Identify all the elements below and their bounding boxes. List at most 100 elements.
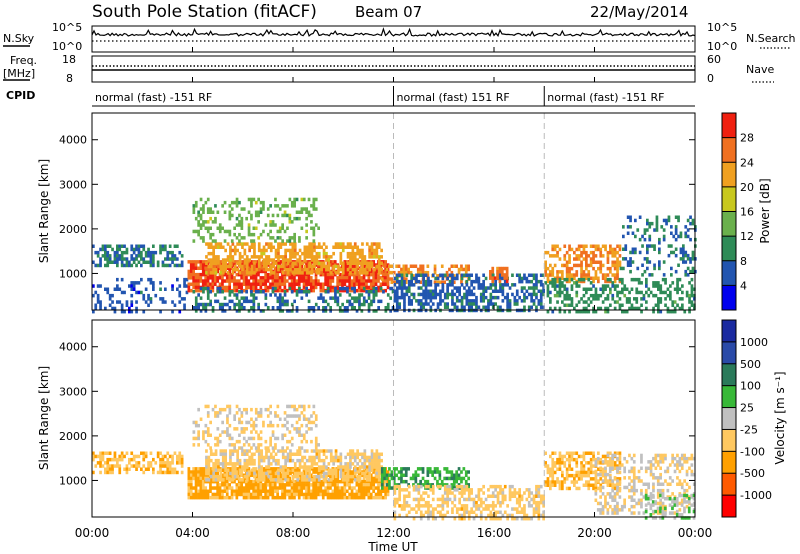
data-cell [217,258,220,262]
data-cell [283,433,287,437]
data-cell [575,290,579,295]
data-cell [314,476,318,481]
data-cell [568,309,571,314]
data-cell [678,287,682,291]
data-cell [242,479,246,484]
data-cell [636,266,640,271]
data-cell [226,427,229,431]
data-cell [269,248,273,253]
data-cell [253,462,256,466]
data-cell [240,226,244,230]
data-cell [606,309,610,314]
data-cell [254,210,258,214]
data-cell [226,430,229,434]
data-cell [135,281,138,285]
data-cell [677,215,680,219]
data-cell [380,479,384,484]
data-cell [257,255,261,259]
data-cell [457,483,461,487]
data-cell [281,483,284,487]
data-cell [259,430,263,434]
data-cell [308,465,311,469]
data-cell [679,257,683,261]
data-cell [277,245,280,249]
data-cell [288,489,291,493]
data-cell [618,247,622,252]
data-cell [101,454,105,459]
data-cell [327,264,331,269]
data-cell [286,471,290,476]
data-cell [686,257,690,261]
data-cell [209,216,212,221]
data-cell [618,277,622,282]
data-cell [380,465,383,469]
data-cell [197,220,200,224]
data-cell [206,260,210,264]
data-cell [314,414,318,418]
data-cell [455,286,459,290]
data-cell [118,454,122,459]
data-cell [293,479,296,484]
data-cell [104,461,107,465]
data-cell [245,216,248,221]
data-cell [532,276,536,281]
data-cell [341,302,344,307]
data-cell [293,467,296,471]
data-cell [314,276,318,280]
data-cell [400,488,404,492]
data-cell [357,279,361,283]
data-cell [313,264,316,269]
data-cell [197,210,200,214]
data-cell [197,229,200,234]
data-cell [343,288,347,293]
data-cell [372,495,375,500]
data-cell [665,221,668,226]
data-cell [654,293,658,298]
data-cell [247,476,251,481]
data-cell [350,279,354,283]
data-cell [209,474,213,479]
data-cell [260,452,263,456]
data-cell [298,236,301,240]
data-cell [341,478,345,482]
data-cell [690,293,694,298]
data-cell [351,452,355,456]
data-cell [288,236,292,240]
data-cell [199,207,203,211]
data-cell [293,232,296,237]
data-cell [307,404,311,409]
data-cell [201,282,205,286]
data-cell [242,492,246,497]
data-cell [563,297,567,301]
y-tick-label: 3000 [59,178,87,191]
data-cell [358,248,362,253]
data-cell [367,492,371,497]
data-cell [189,263,193,267]
data-cell [457,267,461,272]
data-cell [192,430,196,434]
data-cell [120,290,124,295]
data-cell [368,264,371,269]
data-cell [289,242,292,246]
data-cell [356,251,359,256]
data-cell [307,417,311,421]
data-cell [243,261,247,265]
data-cell [324,476,327,481]
data-cell [189,288,193,293]
data-cell [356,258,359,262]
data-cell [336,483,339,487]
data-cell [544,281,547,285]
data-cell [262,423,265,428]
data-cell [609,250,612,255]
data-cell [628,290,631,295]
data-cell [484,276,488,281]
data-cell [199,486,203,490]
data-cell [343,260,347,264]
data-cell [573,250,576,255]
data-cell [218,229,222,234]
data-cell [235,486,239,490]
data-cell [383,264,386,268]
data-cell [374,486,378,490]
data-cell [503,276,507,280]
data-cell [616,266,619,271]
